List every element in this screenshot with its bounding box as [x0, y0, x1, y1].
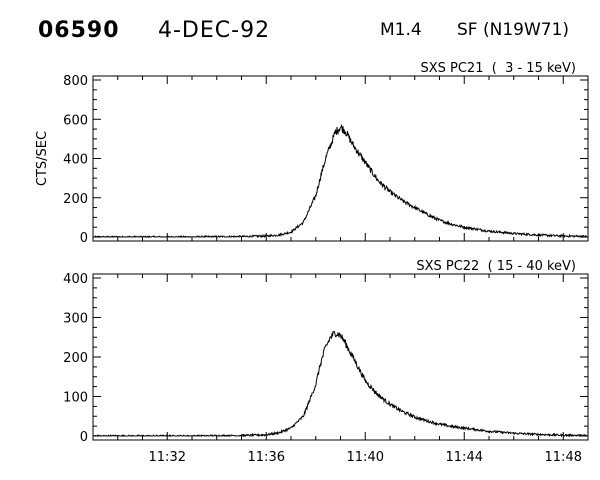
y-tick-label: 0 — [80, 430, 88, 445]
x-tick-label: 11:36 — [248, 450, 285, 465]
y-tick-label: 200 — [63, 351, 88, 366]
lightcurve-trace-2 — [93, 330, 588, 438]
optical-location: SF (N19W71) — [457, 20, 570, 40]
panel-title-1: SXS PC21 ( 3 - 15 keV) — [420, 61, 576, 76]
y-tick-label: 800 — [63, 74, 88, 89]
x-tick-label: 11:32 — [149, 450, 186, 465]
y-tick-label: 300 — [63, 312, 88, 327]
event-date: 4-DEC-92 — [158, 18, 271, 43]
x-tick-label: 11:40 — [347, 450, 384, 465]
y-axis-label: CTS/SEC — [35, 131, 50, 186]
panel-title-2: SXS PC22 ( 15 - 40 keV) — [416, 259, 576, 274]
goes-class: M1.4 — [380, 20, 422, 40]
y-tick-label: 600 — [63, 113, 88, 128]
x-tick-label: 11:44 — [446, 450, 483, 465]
y-tick-label: 0 — [80, 231, 88, 246]
y-tick-label: 200 — [63, 192, 88, 207]
plot-frame-1 — [92, 75, 589, 242]
y-tick-label: 100 — [63, 391, 88, 406]
y-tick-label: 400 — [63, 153, 88, 168]
event-id: 06590 — [38, 18, 120, 43]
plot-frame-2 — [92, 273, 589, 441]
lightcurve-trace-1 — [93, 123, 588, 239]
y-tick-label: 400 — [63, 272, 88, 287]
x-tick-label: 11:48 — [545, 450, 582, 465]
